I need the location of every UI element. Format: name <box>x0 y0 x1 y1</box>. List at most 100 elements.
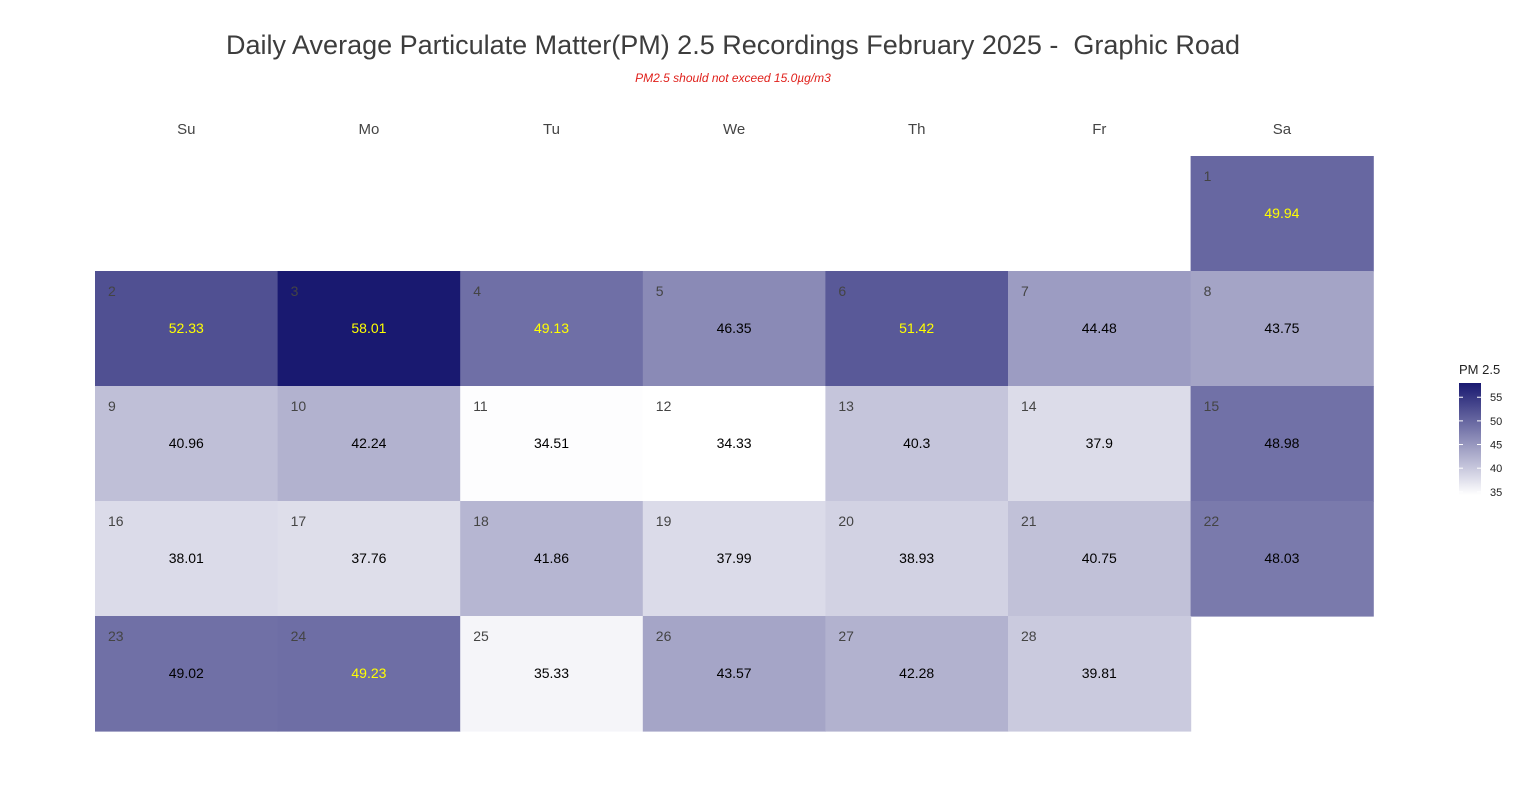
legend-tick-label: 50 <box>1490 416 1502 428</box>
day-cell <box>277 271 461 387</box>
day-cell <box>277 386 461 502</box>
day-cell <box>1008 501 1192 617</box>
day-value: 43.57 <box>717 665 752 681</box>
day-value: 34.33 <box>717 435 752 451</box>
day-cell <box>460 501 644 617</box>
day-number: 17 <box>291 513 307 529</box>
day-cell <box>1190 501 1374 617</box>
day-cell <box>460 386 644 502</box>
chart-subtitle: PM2.5 should not exceed 15.0µg/m3 <box>635 71 831 85</box>
day-value: 37.76 <box>351 550 386 566</box>
day-cell <box>642 386 826 502</box>
day-cell <box>1008 616 1192 732</box>
weekday-label: Su <box>177 121 195 138</box>
day-number: 12 <box>656 398 672 414</box>
day-value: 40.96 <box>169 435 204 451</box>
day-value: 38.93 <box>899 550 934 566</box>
chart-title: Daily Average Particulate Matter(PM) 2.5… <box>226 30 1240 60</box>
legend-tick-label: 40 <box>1490 463 1502 475</box>
day-value: 49.13 <box>534 320 569 336</box>
day-number: 13 <box>838 398 854 414</box>
day-cell <box>95 386 279 502</box>
day-cell <box>642 271 826 387</box>
day-cell <box>825 271 1009 387</box>
day-value: 46.35 <box>717 320 752 336</box>
day-cell <box>1190 271 1374 387</box>
day-number: 16 <box>108 513 124 529</box>
day-value: 35.33 <box>534 665 569 681</box>
calendar-heatmap: Su Mo Tu We Th Fr Sa 1 49.94 2 52.33 3 58.01 4 49.13 5 4… <box>95 121 1374 732</box>
day-value: 49.94 <box>1264 205 1299 221</box>
weekday-label: We <box>723 121 745 138</box>
day-number: 9 <box>108 398 116 414</box>
day-cell <box>460 271 644 387</box>
day-value: 37.99 <box>717 550 752 566</box>
day-value: 42.28 <box>899 665 934 681</box>
day-number: 24 <box>291 628 307 644</box>
day-cell <box>1190 386 1374 502</box>
day-number: 27 <box>838 628 854 644</box>
day-value: 34.51 <box>534 435 569 451</box>
weekday-label: Mo <box>358 121 379 138</box>
day-number: 4 <box>473 283 481 299</box>
legend-tick-label: 35 <box>1490 487 1502 499</box>
day-value: 49.02 <box>169 665 204 681</box>
day-value: 42.24 <box>351 435 386 451</box>
day-number: 26 <box>656 628 672 644</box>
day-number: 14 <box>1021 398 1037 414</box>
day-cell <box>1008 386 1192 502</box>
weekday-label: Tu <box>543 121 560 138</box>
day-value: 40.3 <box>903 435 930 451</box>
day-value: 58.01 <box>351 320 386 336</box>
day-cell <box>277 501 461 617</box>
day-number: 5 <box>656 283 664 299</box>
day-cell <box>825 501 1009 617</box>
weekday-label: Th <box>908 121 926 138</box>
day-value: 38.01 <box>169 550 204 566</box>
legend-tick-label: 55 <box>1490 392 1502 404</box>
day-value: 37.9 <box>1086 435 1113 451</box>
day-cell <box>277 616 461 732</box>
day-cell <box>95 271 279 387</box>
day-cell <box>825 616 1009 732</box>
day-value: 52.33 <box>169 320 204 336</box>
day-cell <box>1008 271 1192 387</box>
day-number: 1 <box>1204 168 1212 184</box>
day-value: 40.75 <box>1082 550 1117 566</box>
day-number: 22 <box>1204 513 1220 529</box>
day-number: 6 <box>838 283 846 299</box>
legend-title: PM 2.5 <box>1459 362 1501 377</box>
day-cell <box>95 616 279 732</box>
weekday-label: Sa <box>1273 121 1292 138</box>
day-number: 15 <box>1204 398 1220 414</box>
weekday-label: Fr <box>1092 121 1106 138</box>
day-value: 39.81 <box>1082 665 1117 681</box>
legend-tick-label: 45 <box>1490 440 1502 452</box>
day-value: 43.75 <box>1264 320 1299 336</box>
day-number: 20 <box>838 513 854 529</box>
day-value: 48.03 <box>1264 550 1299 566</box>
day-value: 48.98 <box>1264 435 1299 451</box>
day-cell <box>642 616 826 732</box>
day-number: 10 <box>291 398 307 414</box>
day-number: 23 <box>108 628 124 644</box>
day-number: 19 <box>656 513 672 529</box>
day-number: 11 <box>473 398 488 414</box>
day-value: 51.42 <box>899 320 934 336</box>
day-number: 2 <box>108 283 116 299</box>
day-cell <box>825 386 1009 502</box>
day-number: 21 <box>1021 513 1037 529</box>
day-value: 44.48 <box>1082 320 1117 336</box>
day-cell <box>1190 156 1374 272</box>
day-value: 49.23 <box>351 665 386 681</box>
day-number: 8 <box>1204 283 1212 299</box>
day-number: 18 <box>473 513 489 529</box>
day-number: 7 <box>1021 283 1029 299</box>
day-cell <box>95 501 279 617</box>
day-number: 25 <box>473 628 489 644</box>
day-cell <box>460 616 644 732</box>
color-legend: 35 40 45 50 55 <box>1459 383 1502 499</box>
legend-bar <box>1459 383 1481 495</box>
day-value: 41.86 <box>534 550 569 566</box>
day-number: 28 <box>1021 628 1037 644</box>
